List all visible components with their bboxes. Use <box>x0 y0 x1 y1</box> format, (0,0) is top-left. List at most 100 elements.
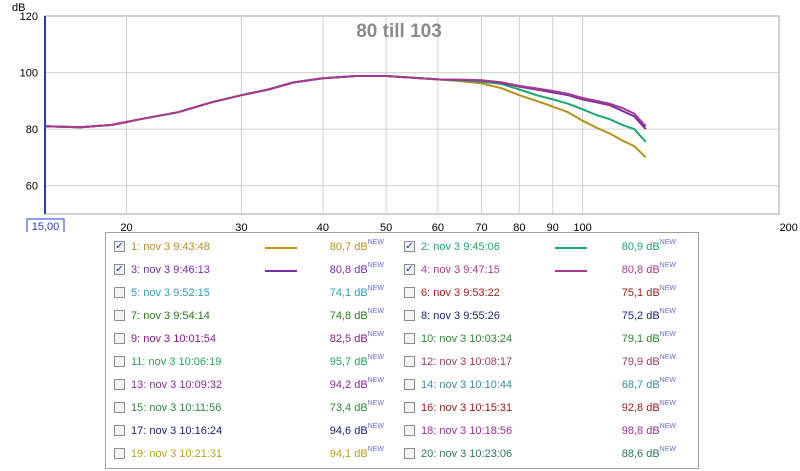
grid-lines <box>45 16 779 214</box>
legend-checkbox[interactable]: ✓ <box>114 241 125 252</box>
new-tag: NEW <box>367 354 384 361</box>
legend-value-text: 74,8 dB <box>329 310 368 322</box>
legend-swatch <box>555 270 587 272</box>
x-tick-label: 100 <box>573 222 591 232</box>
new-tag: NEW <box>367 423 384 430</box>
legend-label: 17: nov 3 10:16:24 <box>131 425 223 437</box>
legend-swatch <box>265 270 297 272</box>
legend-checkbox[interactable] <box>114 310 125 321</box>
legend-checkbox[interactable] <box>114 448 125 459</box>
legend-item: 18: nov 3 10:18:56 98,8 dBNEW <box>404 422 676 440</box>
legend-item: ✓ 1: nov 3 9:43:48 80,7 dBNEW <box>114 238 384 256</box>
legend-item: 16: nov 3 10:15:31 92,8 dBNEW <box>404 399 676 417</box>
legend-value-text: 92,8 dB <box>621 402 660 414</box>
legend-value: 94,6 dBNEW <box>329 423 384 437</box>
legend-value-text: 68,7 dB <box>621 379 660 391</box>
legend-label: 4: nov 3 9:47:15 <box>421 264 500 276</box>
legend-checkbox[interactable] <box>404 333 415 344</box>
legend-label: 13: nov 3 10:09:32 <box>131 379 223 391</box>
new-tag: NEW <box>659 423 676 430</box>
legend-item: 15: nov 3 10:11:56 73,4 dBNEW <box>114 399 384 417</box>
new-tag: NEW <box>659 331 676 338</box>
legend-checkbox[interactable] <box>114 402 125 413</box>
legend-label: 15: nov 3 10:11:56 <box>131 402 222 414</box>
legend-item: 12: nov 3 10:08:17 79,9 dBNEW <box>404 353 676 371</box>
x-start-label[interactable]: 15,00 <box>32 221 60 232</box>
legend-checkbox[interactable] <box>404 287 415 298</box>
legend-checkbox[interactable] <box>114 333 125 344</box>
new-tag: NEW <box>367 446 384 453</box>
legend-checkbox[interactable] <box>114 379 125 390</box>
legend-checkbox[interactable] <box>404 379 415 390</box>
legend-label: 20: nov 3 10:23:06 <box>421 448 513 460</box>
legend-item: ✓ 2: nov 3 9:45:06 80,9 dBNEW <box>404 238 676 256</box>
legend-checkbox[interactable]: ✓ <box>404 241 415 252</box>
legend-checkbox[interactable] <box>404 448 415 459</box>
x-tick-label: 200 Hz <box>780 222 800 232</box>
x-tick-label: 30 <box>235 222 247 232</box>
legend-value-text: 82,5 dB <box>329 333 368 345</box>
plot-area <box>44 15 780 215</box>
legend-value: 74,1 dBNEW <box>330 285 384 299</box>
legend-value: 80,8 dBNEW <box>330 262 384 276</box>
legend-item: 10: nov 3 10:03:24 79,1 dBNEW <box>404 330 676 348</box>
legend-label: 18: nov 3 10:18:56 <box>421 425 513 437</box>
legend-item: 6: nov 3 9:53:22 75,1 dBNEW <box>404 284 676 302</box>
x-tick-label: 40 <box>317 222 329 232</box>
legend-item: ✓ 4: nov 3 9:47:15 80,8 dBNEW <box>404 261 676 279</box>
legend-checkbox[interactable] <box>404 425 415 436</box>
legend-item: 19: nov 3 10:21:31 94,1 dBNEW <box>114 445 384 463</box>
legend-value: 74,8 dBNEW <box>329 308 384 322</box>
legend-checkbox[interactable] <box>114 287 125 298</box>
legend-checkbox[interactable] <box>404 356 415 367</box>
legend-item: 13: nov 3 10:09:32 94,2 dBNEW <box>114 376 384 394</box>
new-tag: NEW <box>367 308 384 315</box>
legend-value: 79,9 dBNEW <box>622 354 676 368</box>
chart-title: 80 till 103 <box>356 21 442 42</box>
legend-checkbox[interactable]: ✓ <box>404 264 415 275</box>
legend-value: 80,9 dBNEW <box>622 239 676 253</box>
legend-value-text: 94,6 dB <box>329 425 368 437</box>
legend-item: 9: nov 3 10:01:54 82,5 dBNEW <box>114 330 384 348</box>
x-start-box[interactable] <box>26 218 65 232</box>
series-layer <box>44 75 647 159</box>
legend-value: 75,1 dBNEW <box>622 285 676 299</box>
legend-checkbox[interactable] <box>404 402 415 413</box>
x-tick-label: 80 <box>513 222 525 232</box>
x-axis: 20 30 40 50 60 70 80 90 100 200 Hz <box>120 222 800 232</box>
y-tick-label: 100 <box>20 68 38 80</box>
legend-item: 7: nov 3 9:54:14 74,8 dBNEW <box>114 307 384 325</box>
legend-label: 1: nov 3 9:43:48 <box>131 241 210 253</box>
x-tick-label: 60 <box>432 222 444 232</box>
legend-checkbox[interactable] <box>404 310 415 321</box>
legend-label: 10: nov 3 10:03:24 <box>421 333 513 345</box>
legend-label: 2: nov 3 9:45:06 <box>421 241 500 253</box>
new-tag: NEW <box>659 239 676 246</box>
y-tick-label: 120 <box>20 11 38 23</box>
legend-checkbox[interactable] <box>114 356 125 367</box>
new-tag: NEW <box>367 377 384 384</box>
legend-label: 11: nov 3 10:06:19 <box>131 356 222 368</box>
new-tag: NEW <box>367 239 384 246</box>
new-tag: NEW <box>367 331 384 338</box>
legend-label: 8: nov 3 9:55:26 <box>421 310 500 322</box>
legend-label: 14: nov 3 10:10:44 <box>421 379 513 391</box>
legend-swatch <box>555 247 587 249</box>
legend-value-text: 94,2 dB <box>329 379 368 391</box>
measurement-legend: ✓ 1: nov 3 9:43:48 80,7 dBNEW ✓ 2: nov 3 9:4… <box>105 232 699 469</box>
legend-checkbox[interactable] <box>114 425 125 436</box>
legend-item: 17: nov 3 10:16:24 94,6 dBNEW <box>114 422 384 440</box>
legend-label: 9: nov 3 10:01:54 <box>131 333 217 345</box>
x-tick-label: 20 <box>120 222 132 232</box>
legend-value-text: 95,7 dB <box>329 356 368 368</box>
legend-value: 98,8 dBNEW <box>622 423 676 437</box>
legend-label: 12: nov 3 10:08:17 <box>421 356 513 368</box>
new-tag: NEW <box>659 354 676 361</box>
legend-value-text: 88,6 dB <box>621 448 660 460</box>
legend-checkbox[interactable]: ✓ <box>114 264 125 275</box>
legend-value: 94,2 dBNEW <box>329 377 384 391</box>
new-tag: NEW <box>367 262 384 269</box>
x-tick-label: 90 <box>547 222 559 232</box>
x-tick-label: 50 <box>380 222 392 232</box>
legend-value-text: 80,7 dB <box>329 241 368 253</box>
